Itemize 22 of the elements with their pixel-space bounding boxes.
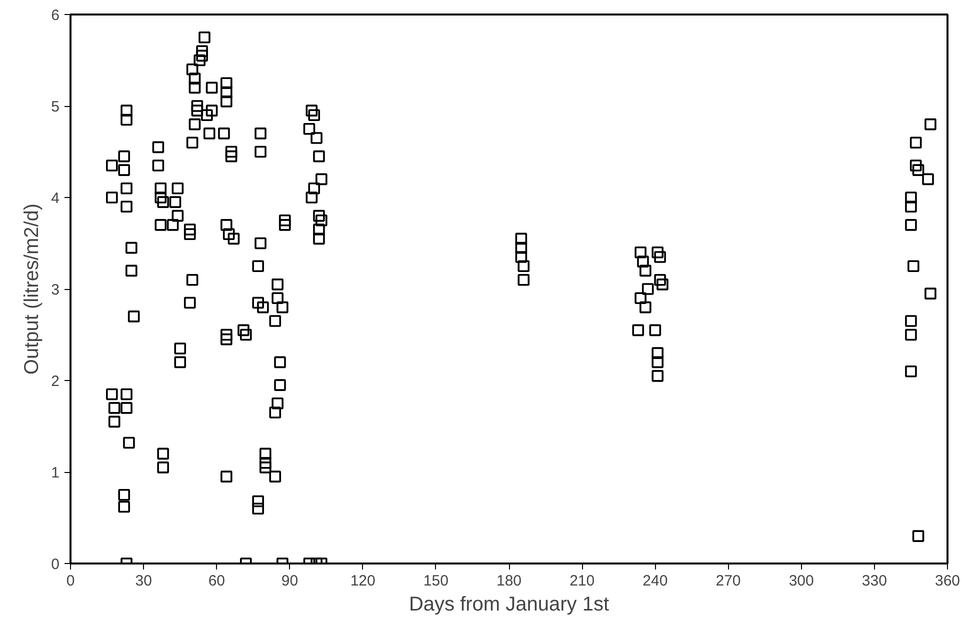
x-tick-label: 90 (281, 572, 298, 590)
x-tick-label: 270 (716, 572, 741, 590)
x-tick-label: 60 (208, 572, 226, 590)
x-tick-label: 180 (496, 572, 522, 590)
y-axis-title: Output (litres/m2/d) (21, 203, 44, 375)
y-tick-label: 5 (51, 98, 60, 116)
y-tick-label: 4 (51, 190, 60, 207)
y-tick-label: 6 (51, 7, 60, 24)
x-tick-label: 360 (934, 572, 960, 590)
x-tick-label: 330 (862, 572, 887, 590)
y-tick-label: 0 (51, 556, 60, 573)
y-tick-label: 2 (51, 373, 60, 390)
y-tick-label: 1 (51, 464, 60, 482)
x-tick-label: 210 (570, 572, 595, 590)
x-tick-label: 120 (350, 572, 376, 590)
y-tick-label: 3 (51, 282, 60, 298)
x-axis-title: Days from January 1st (408, 594, 610, 616)
x-tick-label: 240 (642, 572, 668, 590)
x-tick-label: 150 (423, 572, 448, 590)
x-tick-label: 0 (66, 572, 75, 590)
x-tick-label: 30 (135, 572, 152, 590)
x-tick-label: 300 (788, 572, 814, 590)
